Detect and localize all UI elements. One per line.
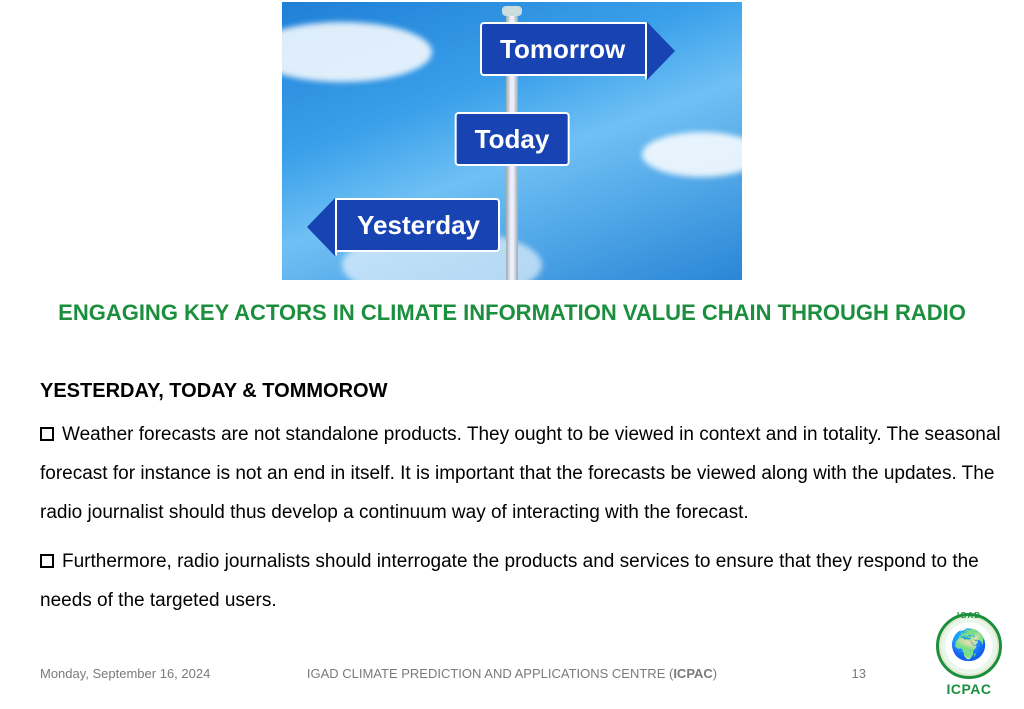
slide: Tomorrow Today Yesterday ENGAGING KEY AC…: [0, 0, 1024, 709]
signpost-cap: [502, 6, 522, 16]
sign-label: Tomorrow: [500, 34, 625, 65]
sign-label: Yesterday: [357, 210, 480, 241]
icpac-logo: IGAD 🌍 ICPAC: [936, 613, 1002, 697]
cloud-decoration: [642, 132, 742, 177]
cloud-decoration: [282, 22, 432, 82]
footer-org-acronym: ICPAC: [673, 666, 712, 681]
bullet-text: Furthermore, radio journalists should in…: [40, 551, 979, 611]
bullet-item: Furthermore, radio journalists should in…: [40, 543, 1004, 621]
slide-title: ENGAGING KEY ACTORS IN CLIMATE INFORMATI…: [40, 300, 984, 326]
footer-org: IGAD CLIMATE PREDICTION AND APPLICATIONS…: [0, 666, 1024, 681]
bullet-item: Weather forecasts are not standalone pro…: [40, 416, 1004, 533]
sign-today: Today: [455, 112, 570, 166]
sign-tomorrow: Tomorrow: [480, 22, 649, 76]
square-bullet-icon: [40, 427, 54, 441]
sign-yesterday: Yesterday: [333, 198, 500, 252]
square-bullet-icon: [40, 554, 54, 568]
bullet-text: Weather forecasts are not standalone pro…: [40, 424, 1001, 523]
logo-top-text: IGAD: [936, 611, 1002, 620]
arrow-right-icon: [647, 22, 675, 80]
footer-org-prefix: IGAD CLIMATE PREDICTION AND APPLICATIONS…: [307, 666, 673, 681]
body-text: Weather forecasts are not standalone pro…: [40, 416, 1004, 621]
logo-bottom-text: ICPAC: [936, 681, 1002, 697]
hero-signpost-image: Tomorrow Today Yesterday: [282, 2, 742, 280]
footer-page-number: 13: [852, 666, 866, 681]
footer-org-suffix: ): [713, 666, 717, 681]
globe-icon: 🌍: [950, 631, 987, 661]
sign-label: Today: [475, 124, 550, 155]
logo-ring: 🌍: [936, 613, 1002, 679]
slide-subtitle: YESTERDAY, TODAY & TOMMOROW: [40, 380, 387, 403]
arrow-left-icon: [307, 198, 335, 256]
